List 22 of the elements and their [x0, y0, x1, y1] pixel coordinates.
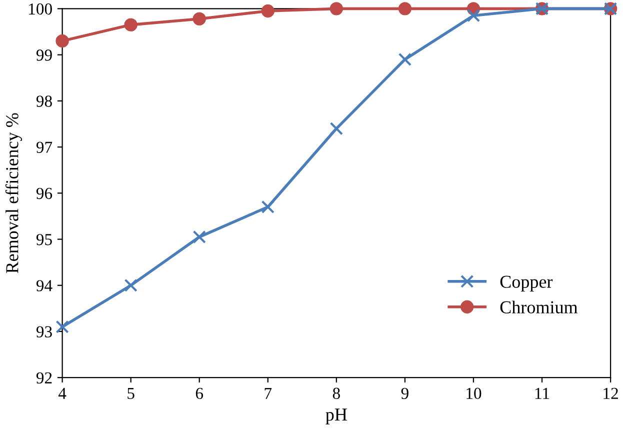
x-tick-label: 12: [604, 388, 618, 399]
x-tick-label: 9: [401, 388, 408, 400]
y-tick-label: 97: [36, 142, 52, 153]
x-tick-label: 7: [264, 388, 272, 399]
y-tick-label: 98: [36, 96, 52, 107]
y-tick-label: 93: [36, 326, 52, 338]
legend-label: Copper: [500, 276, 553, 292]
y-tick-label: 94: [36, 280, 52, 292]
y-tick-label: 95: [36, 234, 52, 246]
x-tick-label: 6: [196, 388, 204, 400]
x-tick-label: 5: [128, 388, 134, 400]
y-tick-label: 92: [36, 372, 52, 384]
y-axis-title: Removal efficiency %: [5, 113, 22, 274]
x-tick-label: 4: [58, 388, 66, 399]
x-tick-label: 11: [535, 388, 550, 399]
x-tick-label: 8: [332, 388, 340, 400]
x-axis-title: pH: [326, 408, 347, 424]
y-tick-label: 99: [36, 50, 52, 61]
legend-label: Chromium: [500, 300, 578, 314]
y-tick-label: 96: [36, 188, 52, 200]
x-tick-label: 10: [466, 388, 482, 400]
y-tick-label: 100: [29, 3, 52, 15]
